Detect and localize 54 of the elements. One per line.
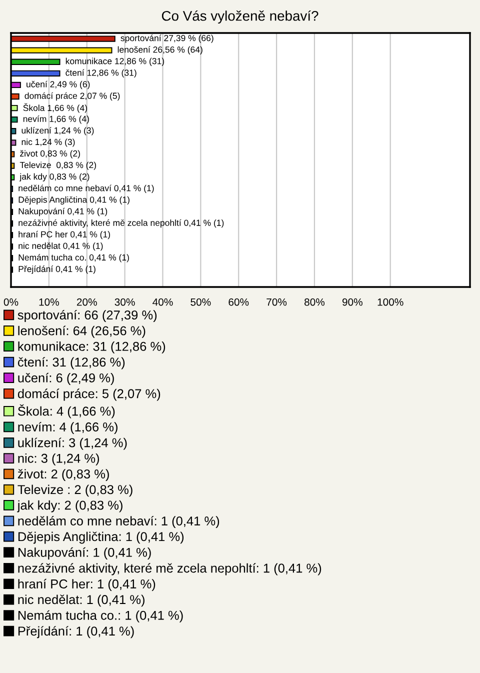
data-label: čtení 12,86 % (31) <box>66 69 136 78</box>
legend-label: hraní PC her: 1 (0,41 %) <box>18 578 156 591</box>
data-label: nic 1,24 % (3) <box>22 138 75 147</box>
data-label: uklízení 1,24 % (3) <box>22 127 94 136</box>
legend-label: sportování: 66 (27,39 %) <box>18 310 157 322</box>
x-tick-label: 20% <box>76 298 97 306</box>
data-label: domácí práce 2,07 % (5) <box>24 92 120 101</box>
x-tick-label: 0% <box>4 298 18 306</box>
data-label: učení 2,49 % (6) <box>26 80 90 90</box>
x-tick-label: 30% <box>114 298 135 306</box>
legend-label: život: 2 (0,83 %) <box>18 469 109 482</box>
x-tick-label: 90% <box>342 298 362 306</box>
x-tick-label: 50% <box>190 298 211 306</box>
legend-label: Televize : 2 (0,83 %) <box>18 484 132 497</box>
chart-title: Co Vás vyloženě nebaví? <box>162 10 318 24</box>
x-tick-label: 70% <box>266 298 287 306</box>
legend-label: komunikace: 31 (12,86 %) <box>18 342 166 354</box>
x-tick-label: 10% <box>39 298 59 306</box>
legend-label: nedělám co mne nebaví: 1 (0,41 %) <box>18 516 220 528</box>
legend-label: nic nedělat: 1 (0,41 %) <box>18 594 144 607</box>
data-label: lenošení 26,56 % (64) <box>118 46 202 54</box>
legend-label: Nakupování: 1 (0,41 %) <box>18 547 151 560</box>
data-label: komunikace 12,86 % (31) <box>66 58 164 66</box>
data-label: nezáživné aktivity, které mě zcela nepohltí 0,41 % (1) <box>18 219 224 228</box>
data-label: Nemám tucha co. 0,41 % (1) <box>18 254 129 262</box>
data-label: Televize 0,83 % (2) <box>20 162 96 170</box>
data-label: nedělám co mne nebaví 0,41 % (1) <box>18 184 154 193</box>
legend-label: Dějepis Angličtina: 1 (0,41 %) <box>18 532 184 544</box>
data-label: život 0,83 % (2) <box>20 150 80 158</box>
data-label: Škola 1,66 % (4) <box>23 103 87 113</box>
x-tick-label: 80% <box>304 298 325 306</box>
data-label: hraní PC her 0,41 % (1) <box>18 230 110 240</box>
data-label: jak kdy 0,83 % (2) <box>19 173 90 182</box>
legend-label: jak kdy: 2 (0,83 %) <box>17 500 122 512</box>
legend-label: domácí práce: 5 (2,07 %) <box>18 388 160 401</box>
legend-label: Nemám tucha co.: 1 (0,41 %) <box>18 610 183 622</box>
legend-label: čtení: 31 (12,86 %) <box>18 357 125 370</box>
data-label: Dějepis Angličtina 0,41 % (1) <box>18 196 130 204</box>
legend-label: Přejídání: 1 (0,41 %) <box>18 626 134 638</box>
legend-label: uklízení: 3 (1,24 %) <box>18 438 127 450</box>
data-label: Nakupování 0,41 % (1) <box>18 208 108 216</box>
legend-label: nevím: 4 (1,66 %) <box>18 422 118 434</box>
legend-label: Škola: 4 (1,66 %) <box>18 404 115 418</box>
data-label: Přejídání 0,41 % (1) <box>18 266 96 274</box>
legend-label: učení: 6 (2,49 %) <box>18 372 114 385</box>
data-label: nic nedělat 0,41 % (1) <box>18 242 103 251</box>
x-tick-label: 40% <box>152 298 173 306</box>
x-tick-label: 60% <box>228 298 249 306</box>
data-label: nevím 1,66 % (4) <box>23 115 89 124</box>
legend-label: lenošení: 64 (26,56 %) <box>18 326 146 338</box>
legend-label: nezáživné aktivity, které mě zcela nepohltí: 1 (0,41 %) <box>18 563 322 576</box>
data-label: sportování 27,39 % (66) <box>120 34 214 43</box>
legend-label: nic: 3 (1,24 %) <box>18 453 100 466</box>
x-tick-label: 100% <box>378 298 404 306</box>
